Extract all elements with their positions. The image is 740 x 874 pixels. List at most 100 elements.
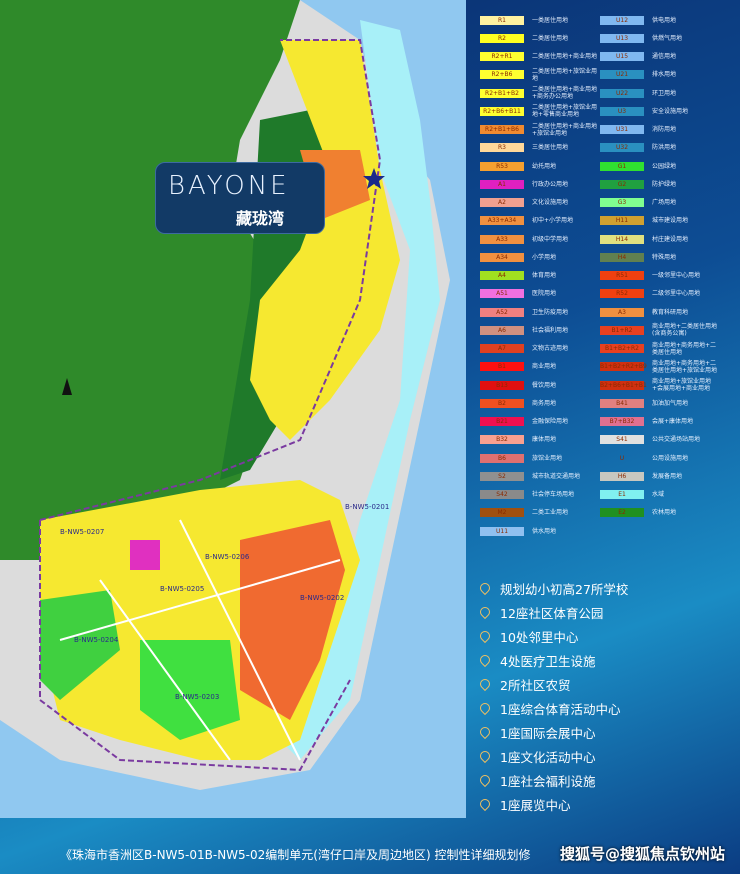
legend-label: 公用设施用地: [652, 454, 689, 462]
legend-swatch: A51: [480, 289, 524, 299]
legend-label: 金融保险用地: [532, 418, 569, 425]
legend-swatch: R3: [480, 143, 524, 153]
legend-label: 小学用地: [532, 253, 557, 261]
legend-item: A1 行政办公用地: [480, 177, 602, 191]
legend-swatch: B2+B6+B1+B1: [600, 380, 647, 390]
legend-label: 商业用地+旅馆业用地+会展用地+商业用地: [652, 378, 712, 392]
legend-item: M2 二类工业用地: [480, 506, 602, 520]
legend-swatch: S42: [480, 490, 524, 499]
legend-swatch: B41: [600, 398, 644, 408]
planning-boundary: [39, 39, 382, 772]
logo-chinese: 藏珑湾: [236, 209, 285, 228]
legend-swatch: G3: [600, 198, 644, 207]
legend-swatch: A33+A34: [480, 216, 524, 226]
legend-label: 商业用地: [532, 363, 557, 371]
legend-item: G1 公园绿地: [600, 159, 722, 173]
legend-label: 二类居住用地+商业用地+旅馆业用地: [532, 122, 598, 137]
legend-swatch: R2+B1+B6: [480, 125, 524, 134]
legend-swatch: U15: [600, 52, 644, 61]
legend-item: U32 防洪用地: [600, 141, 722, 155]
legend-swatch: R2+B1+B2: [480, 88, 524, 98]
legend-item: B41 加油加气用地: [600, 396, 722, 410]
legend-label: 二类居住用地+旅馆业用地+零售商业用地: [532, 104, 598, 119]
legend-label: 教育科研用地: [652, 308, 689, 316]
legend-item: B1+R2 商业用地+二类居住用地(含商务公寓): [600, 323, 722, 337]
legend-item: R3 三类居住用地: [480, 141, 602, 155]
facility-item: 10处邻里中心: [477, 626, 579, 646]
legend-swatch: H4: [600, 252, 644, 262]
legend-swatch: U21: [600, 70, 644, 80]
facility-item: 1座综合体育活动中心: [477, 698, 620, 718]
legend-item: G2 防护绿地: [600, 177, 722, 191]
legend-label: 消防用地: [652, 126, 677, 133]
legend-item: H11 城市建设用地: [600, 214, 722, 228]
legend-label: 环卫用地: [652, 89, 677, 97]
legend-swatch: A4: [480, 271, 524, 280]
facility-item: 规划幼小初高27所学校: [477, 578, 628, 598]
legend-swatch: U11: [480, 526, 524, 536]
legend-swatch: H6: [600, 471, 644, 481]
legend-swatch: M2: [480, 508, 524, 518]
legend-item: U22 环卫用地: [600, 86, 722, 100]
legend-item: B32 康体用地: [480, 433, 602, 447]
facility-label: 1座文化活动中心: [500, 749, 596, 765]
facility-label: 2所社区农贸: [500, 677, 571, 693]
land-use-map: [0, 0, 466, 818]
facility-item: 4处医疗卫生设施: [477, 650, 595, 670]
legend-item: S41 公共交通场站用地: [600, 433, 722, 447]
location-pin-icon: [477, 748, 493, 764]
legend-item: A7 文物古迹用地: [480, 342, 602, 356]
facility-label: 10处邻里中心: [500, 629, 579, 645]
legend-swatch: A33: [480, 234, 524, 244]
location-pin-icon: [477, 700, 493, 716]
legend-item: B1 商业用地: [480, 360, 602, 374]
location-pin-icon: [477, 796, 493, 812]
legend-label: 初中+小学用地: [532, 217, 574, 225]
legend-item: A51 医院用地: [480, 287, 602, 301]
legend-label: 二类居住用地+旅馆业用地: [532, 67, 598, 82]
legend-item: U13 供燃气用地: [600, 31, 722, 45]
legend-label: 行政办公用地: [532, 180, 569, 188]
legend-item: S2 城市轨道交通用地: [480, 469, 602, 483]
legend-item: E2 农林用地: [600, 506, 722, 520]
facility-item: 2所社区农贸: [477, 674, 571, 694]
legend-item: H4 特殊用地: [600, 250, 722, 264]
watermark: 搜狐号@搜狐焦点钦州站: [560, 845, 726, 863]
legend-item: A52 卫生防疫用地: [480, 305, 602, 319]
legend-label: 商务用地: [532, 399, 557, 407]
legend-item: A3 教育科研用地: [600, 305, 722, 319]
legend-item: A34 小学用地: [480, 250, 602, 264]
legend-swatch: R51: [600, 271, 644, 280]
legend-item: R2 二类居住用地: [480, 31, 602, 45]
legend-item: R2+R1 二类居住用地+商业用地: [480, 50, 602, 64]
legend-swatch: A34: [480, 252, 524, 262]
legend-item: A2 文化设施用地: [480, 196, 602, 210]
legend-label: 排水用地: [652, 71, 677, 79]
legend-label: 供水用地: [532, 527, 557, 535]
facility-label: 1座展览中心: [500, 797, 571, 813]
legend-item: B21 金融保险用地: [480, 415, 602, 429]
facility-label: 1座国际会展中心: [500, 725, 596, 741]
legend-item: R2+B1+B2 二类居住用地+商业用地+商务办公用地: [480, 86, 602, 100]
legend-swatch: G1: [600, 161, 644, 171]
legend-item: R52 二级邻里中心用地: [600, 287, 722, 301]
legend-item: B1+B2+R2+B9 商业用地+商务用地+二类居住用地+旅馆业用地: [600, 360, 722, 374]
legend-label: 餐饮用地: [532, 381, 557, 389]
legend-label: 广场用地: [652, 199, 677, 206]
location-pin-icon: [477, 676, 493, 692]
legend-label: 公园绿地: [652, 162, 677, 170]
road-line: [59, 519, 341, 761]
legend-item: S42 社会停车场用地: [480, 488, 602, 502]
legend-label: 供燃气用地: [652, 34, 683, 42]
facility-item: 1座国际会展中心: [477, 722, 596, 742]
legend-label: 体育用地: [532, 272, 557, 279]
legend-label: 加油加气用地: [652, 399, 689, 407]
legend-item: R51 一级邻里中心用地: [600, 269, 722, 283]
location-pin-icon: [477, 772, 493, 788]
legend-swatch: U: [619, 454, 625, 462]
legend-swatch: A2: [480, 198, 524, 207]
map-label-0207: B-NW5-0207: [60, 528, 105, 536]
legend-swatch: A7: [480, 344, 524, 353]
map-label-0201: B-NW5-0201: [345, 503, 390, 511]
legend-label: 一类居住用地: [532, 16, 569, 24]
